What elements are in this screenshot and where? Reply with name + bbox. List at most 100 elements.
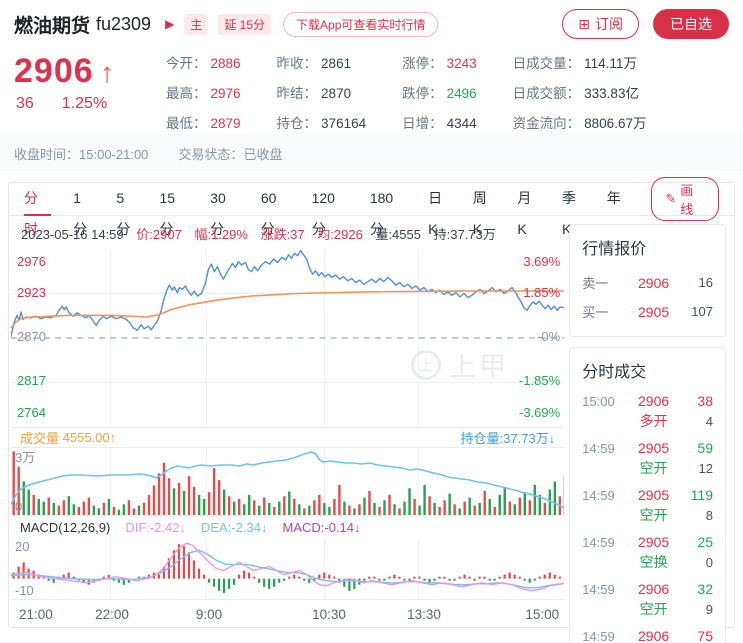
delay-badge: 延 15分: [218, 13, 272, 35]
tab-120min[interactable]: 120分: [311, 189, 335, 237]
tab-30min[interactable]: 30分: [210, 189, 226, 237]
stat-value: 3243: [446, 56, 477, 71]
page-header: 燃油期货 fu2309 ▶ 主 延 15分 下载App可查看实时行情 ⊞ 订阅 …: [0, 0, 743, 39]
tab-year-k[interactable]: 年K: [606, 189, 621, 237]
trade-count: 4: [705, 413, 713, 429]
price-chart-svg[interactable]: [11, 249, 565, 427]
info-average: 均:2926: [317, 227, 363, 242]
trade-time: 14:59: [582, 440, 615, 456]
time-tick: 15:00: [525, 607, 560, 622]
stat-label: 最高：: [166, 86, 207, 101]
watermark-logo-icon: 上: [411, 349, 442, 380]
trade-entry: 14:59 2905 119 空开 8: [582, 485, 713, 525]
tab-15min[interactable]: 15分: [159, 189, 176, 237]
time-tick: 13:30: [407, 607, 441, 622]
trade-entry: 15:00 2906 38 多开 4: [582, 391, 713, 431]
stat-label: 最低：: [166, 116, 207, 131]
y-tick: 2817: [17, 373, 46, 388]
chart-column: 2023-05-16 14:59 价:2907 幅:1.29% 涨跌:37 均:…: [9, 216, 567, 643]
stat-value: 2861: [321, 56, 352, 71]
bid-label: 买一: [582, 305, 609, 320]
draw-line-button[interactable]: ✎ 画线: [651, 177, 720, 221]
stat-column: 日成交量： 114.11万 日成交额： 333.83亿 资金流向： 8806.67万: [512, 49, 647, 131]
tab-180min[interactable]: 180分: [369, 189, 394, 237]
ask-price: 2906: [638, 274, 670, 291]
trade-price: 2906: [638, 628, 670, 643]
trade-time: 14:59: [582, 534, 615, 550]
info-datetime: 2023-05-16 14:59: [21, 227, 124, 242]
info-price: 价:2907: [136, 227, 182, 242]
trade-count: 9: [705, 601, 713, 617]
trade-price: 2905: [638, 487, 670, 503]
bid-qty: 107: [691, 304, 713, 319]
info-change: 涨跌:37: [260, 227, 305, 242]
page-title: 燃油期货: [14, 15, 91, 37]
y-tick: 2870: [17, 329, 46, 344]
stat-value: 2879: [210, 116, 241, 131]
stat-column: 涨停： 3243 跌停： 2496 日增： 4344: [402, 49, 477, 131]
tab-60min[interactable]: 60分: [260, 189, 277, 237]
y-tick-pct: -1.85%: [518, 373, 561, 388]
subscribe-icon: ⊞: [578, 15, 590, 32]
stat-label: 日成交量：: [512, 56, 581, 71]
macd-chart-panel[interactable]: 20 -10: [11, 538, 565, 600]
macd-header: MACD(12,26,9) DIF:-2.42↓ DEA:-2.34↓ MACD…: [11, 515, 565, 538]
watermark-text: 上甲: [449, 352, 510, 382]
trade-entry: 14:59 2905 25 空换 0: [582, 532, 713, 572]
trade-price: 2905: [638, 440, 670, 456]
quote-stats: 今开： 2886 最高： 2976 最低： 2879 昨收： 2861 昨结： 2870 …: [166, 48, 647, 131]
price-change-pct: 1.25%: [61, 95, 108, 112]
macd-y-top: 20: [15, 539, 30, 554]
price-change: 36: [16, 95, 34, 112]
tab-week-k[interactable]: 周K: [472, 189, 487, 237]
subscribe-label: 订阅: [595, 16, 623, 32]
stat-label: 今开：: [166, 56, 207, 71]
volume-chart-panel[interactable]: 3万 0: [11, 448, 565, 515]
trade-direction: 空开: [639, 601, 668, 617]
trade-direction: 空换: [639, 554, 668, 570]
time-tick: 9:00: [195, 607, 223, 622]
crosshair-info-line: 2023-05-16 14:59 价:2907 幅:1.29% 涨跌:37 均:…: [9, 216, 567, 249]
trade-vol: 25: [697, 534, 713, 550]
info-volume: 量:4555: [375, 227, 421, 242]
trade-direction: 空开: [639, 460, 668, 476]
trade-state-label: 交易状态：: [178, 147, 244, 162]
tab-season-k[interactable]: 季K: [562, 189, 577, 237]
main-contract-badge: 主: [184, 13, 209, 35]
draw-line-label: 画线: [680, 183, 694, 217]
macd-value: MACD:-0.14↓: [282, 519, 361, 535]
price-chart-panel[interactable]: 2976 2923 2870 2817 2764 3.69% 1.85% -0%…: [11, 249, 565, 427]
stat-column: 今开： 2886 最高： 2976 最低： 2879: [166, 49, 241, 131]
watermark: 上 上甲: [411, 345, 509, 384]
subscribe-button[interactable]: ⊞ 订阅: [562, 9, 639, 39]
quote-section: 2906 ↑ 36 1.25% 今开： 2886 最高： 2976 最低： 2879 …: [0, 38, 743, 131]
stat-value: 2496: [446, 86, 477, 101]
volume-header: 成交量 4555.00↑ 持仓量:37.73万↓: [11, 427, 565, 448]
tab-month-k[interactable]: 月K: [517, 189, 532, 237]
tab-timeline[interactable]: 分时: [24, 183, 52, 237]
quote-board: 行情报价 卖一 2906 16 买一 2905 107: [569, 224, 726, 337]
trade-count: 12: [698, 460, 713, 476]
price-block: 2906 ↑ 36 1.25%: [14, 48, 166, 128]
y-tick-pct: 3.69%: [523, 254, 561, 269]
trade-vol: 59: [697, 440, 713, 456]
trade-vol: 119: [690, 487, 713, 503]
volume-chart-svg[interactable]: [11, 448, 565, 515]
trade-entry: 14:59 2905 59 空开 12: [582, 438, 713, 478]
tab-1min[interactable]: 1分: [73, 189, 88, 237]
macd-chart-svg[interactable]: [11, 538, 564, 599]
play-icon[interactable]: ▶: [165, 17, 175, 31]
trade-price: 2905: [638, 534, 670, 550]
time-tick: 21:00: [19, 607, 53, 622]
macd-y-bottom: -10: [15, 583, 34, 598]
sidebar: 行情报价 卖一 2906 16 买一 2905 107 分时成交 15:00 29…: [569, 224, 726, 643]
tab-5min[interactable]: 5分: [116, 189, 131, 237]
close-time-label: 收盘时间：: [14, 147, 80, 162]
stat-column: 昨收： 2861 昨结： 2870 持仓： 376164: [276, 49, 367, 131]
favorited-button[interactable]: 已自选: [653, 9, 729, 39]
stat-label: 昨结：: [276, 86, 318, 101]
download-app-pill[interactable]: 下载App可查看实时行情: [283, 11, 439, 37]
stat-value: 114.11万: [584, 56, 637, 71]
tab-day-k[interactable]: 日K: [428, 189, 443, 237]
